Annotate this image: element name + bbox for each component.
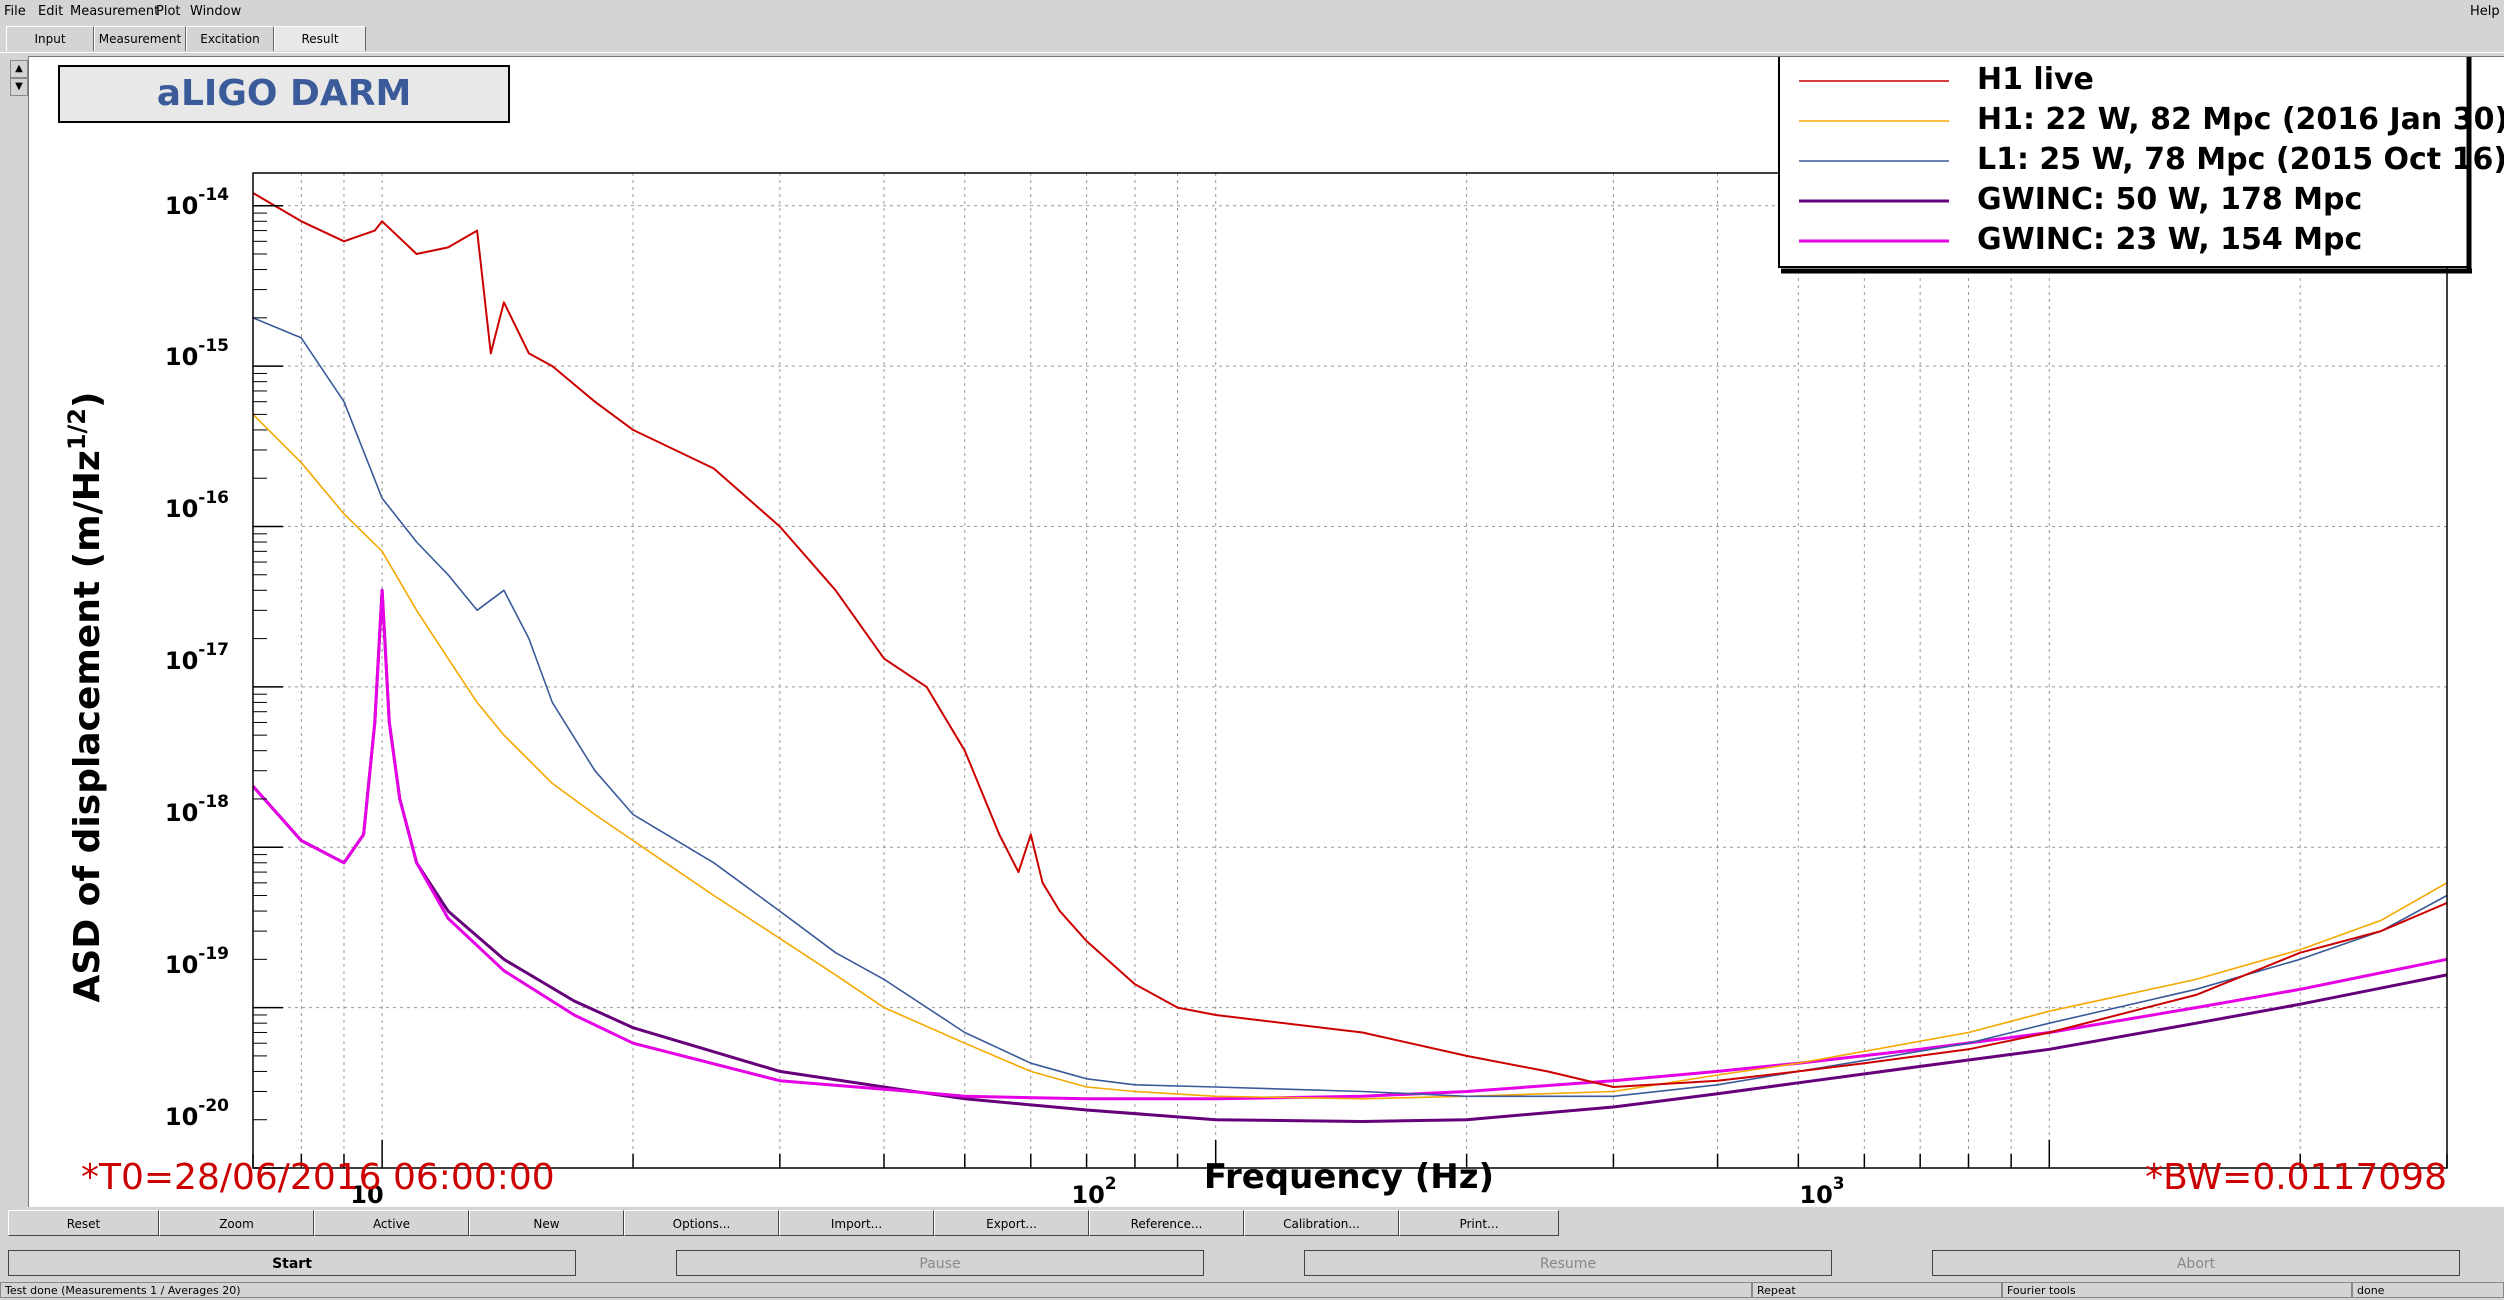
ytick-label: 10-16 <box>165 488 229 523</box>
status-state: done <box>2352 1282 2504 1298</box>
legend: H1 live H1: 22 W, 82 Mpc (2016 Jan 30) L1:… <box>1799 62 2504 257</box>
legend-entry-gwinc-50w: GWINC: 50 W, 178 Mpc <box>1977 182 2362 217</box>
calibration-button[interactable]: Calibration... <box>1244 1210 1399 1236</box>
legend-entry-h1-2016: H1: 22 W, 82 Mpc (2016 Jan 30) <box>1977 102 2504 137</box>
h1-live-line <box>252 192 2448 1088</box>
resume-button[interactable]: Resume <box>1304 1250 1832 1276</box>
menu-window[interactable]: Window <box>190 4 242 19</box>
reference-button[interactable]: Reference... <box>1089 1210 1244 1236</box>
t0-annotation: *T0=28/06/2016 06:00:00 <box>81 1157 555 1198</box>
options-button[interactable]: Options... <box>624 1210 779 1236</box>
menu-help[interactable]: Help <box>2470 4 2500 19</box>
scroll-up-icon[interactable]: ▲ <box>10 60 28 78</box>
menu-plot[interactable]: Plot <box>156 4 181 19</box>
legend-entry-l1-2015: L1: 25 W, 78 Mpc (2015 Oct 16) <box>1977 142 2504 177</box>
h1-2016-line <box>252 413 2448 1100</box>
x-axis-label: Frequency (Hz) <box>1204 1157 1494 1197</box>
ytick-label: 10-14 <box>165 185 229 220</box>
tab-divider <box>0 52 2504 53</box>
status-bar: Test done (Measurements 1 / Averages 20)… <box>0 1282 2504 1300</box>
ytick-label: 10-15 <box>165 336 229 371</box>
title-box <box>58 65 510 123</box>
plot-title: aLIGO DARM <box>157 73 412 114</box>
reset-button[interactable]: Reset <box>8 1210 159 1236</box>
ytick-label: 10-19 <box>165 944 229 979</box>
zoom-button[interactable]: Zoom <box>159 1210 314 1236</box>
plot-frame <box>252 172 2448 1169</box>
legend-box[interactable] <box>1778 46 2470 268</box>
tab-measurement[interactable]: Measurement <box>94 26 186 51</box>
xtick-label: 102 <box>1071 1174 1116 1207</box>
l1-2015-line <box>252 317 2448 1098</box>
legend-entry-gwinc-23w: GWINC: 23 W, 154 Mpc <box>1977 222 2362 257</box>
menu-file[interactable]: File <box>4 4 26 19</box>
abort-button[interactable]: Abort <box>1932 1250 2460 1276</box>
tab-input[interactable]: Input <box>6 26 94 51</box>
menu-measurement[interactable]: Measurement <box>70 4 160 19</box>
y-axis-label: ASD of displacement (m/Hz1/2) <box>63 392 108 1003</box>
ytick-label: 10-17 <box>165 640 229 675</box>
new-button[interactable]: New <box>469 1210 624 1236</box>
pause-button[interactable]: Pause <box>676 1250 1204 1276</box>
control-button-row: Start Pause Resume Abort <box>8 1250 2492 1278</box>
ytick-label: 10-20 <box>165 1096 229 1131</box>
asd-plot: aLIGO DARM 10-14 10-15 10-16 10-17 10-18… <box>29 46 2504 1209</box>
tab-result[interactable]: Result <box>274 26 366 51</box>
bw-annotation: *BW=0.0117098 <box>2145 1157 2447 1198</box>
print-button[interactable]: Print... <box>1399 1210 1559 1236</box>
legend-entry-h1-live: H1 live <box>1977 62 2094 97</box>
status-message: Test done (Measurements 1 / Averages 20) <box>0 1282 1752 1298</box>
start-button[interactable]: Start <box>8 1250 576 1276</box>
gwinc-23w-line <box>251 588 2448 1101</box>
xtick-label: 103 <box>1799 1174 1844 1207</box>
status-tools: Fourier tools <box>2002 1282 2352 1298</box>
series-group <box>251 192 2448 1123</box>
menu-edit[interactable]: Edit <box>38 4 64 19</box>
plot-canvas: aLIGO DARM 10-14 10-15 10-16 10-17 10-18… <box>28 46 2504 1209</box>
plot-button-row: Reset Zoom Active New Options... Import.… <box>8 1210 2492 1238</box>
xtick-label: 10 <box>350 1181 383 1207</box>
status-mode: Repeat <box>1752 1282 2002 1298</box>
tick-marks <box>252 204 2448 1169</box>
scroll-down-icon[interactable]: ▼ <box>10 78 28 96</box>
import-button[interactable]: Import... <box>779 1210 934 1236</box>
export-button[interactable]: Export... <box>934 1210 1089 1236</box>
ytick-label: 10-18 <box>165 792 229 827</box>
tab-excitation[interactable]: Excitation <box>186 26 274 51</box>
menu-bar: File Edit Measurement Plot Window Help <box>0 0 2504 24</box>
active-button[interactable]: Active <box>314 1210 469 1236</box>
